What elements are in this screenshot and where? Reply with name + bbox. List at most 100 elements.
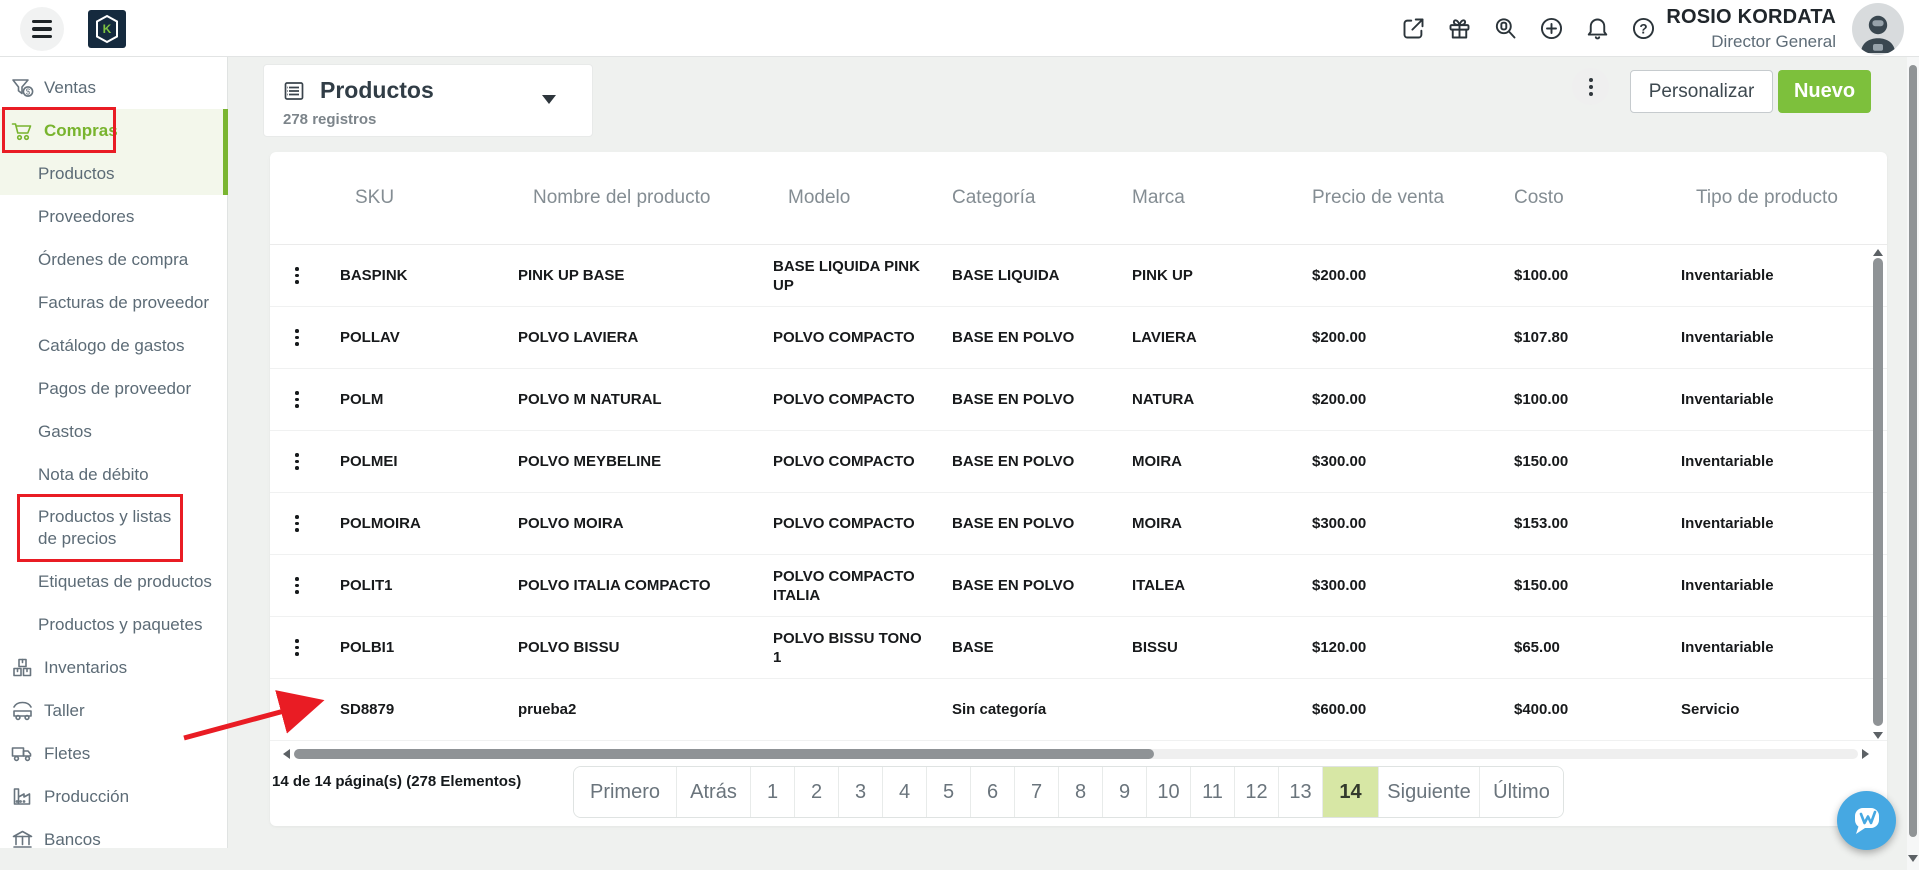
column-header-categoria[interactable]: Categoría <box>952 187 1036 208</box>
page-first-button[interactable]: Primero <box>574 767 676 817</box>
sidebar-item-pagos-de-proveedor[interactable]: Pagos de proveedor <box>38 378 192 398</box>
cart-icon <box>11 123 32 141</box>
scroll-left-icon[interactable] <box>278 749 290 759</box>
scroll-down-icon[interactable] <box>1873 732 1883 744</box>
menu-button[interactable] <box>20 7 64 51</box>
column-header-tipo[interactable]: Tipo de producto <box>1696 187 1838 208</box>
sidebar-item-ordenes-de-compra[interactable]: Órdenes de compra <box>38 249 189 269</box>
sidebar-item-productos-y-listas-de-precios[interactable]: Productos y listas de precios <box>38 507 172 548</box>
boxes-icon <box>13 658 32 677</box>
page-button-3[interactable]: 3 <box>838 767 882 817</box>
sidebar-item-etiquetas-de-productos[interactable]: Etiquetas de productos <box>38 571 212 591</box>
page-button-8[interactable]: 8 <box>1058 767 1102 817</box>
personalize-button[interactable]: Personalizar <box>1630 70 1773 113</box>
page-button-4[interactable]: 4 <box>882 767 926 817</box>
sidebar-item-gastos[interactable]: Gastos <box>38 421 92 441</box>
topbar-icons: ? <box>1400 15 1657 42</box>
sidebar-item-inventarios[interactable]: Inventarios <box>0 646 227 689</box>
column-header-precio[interactable]: Precio de venta <box>1312 187 1445 208</box>
column-header-sku[interactable]: SKU <box>355 187 395 208</box>
sidebar-item-taller[interactable]: Taller <box>0 689 227 732</box>
entity-selector[interactable]: Productos 278 registros <box>263 64 593 137</box>
row-kebab-icon[interactable] <box>290 325 304 351</box>
logo-letter: K <box>102 22 112 36</box>
search-icon[interactable] <box>1492 15 1519 42</box>
table-row[interactable]: POLMOIRA POLVO MOIRA POLVO COMPACTO BASE E… <box>270 493 1887 555</box>
table-row[interactable]: SD8879 prueba2 Sin categoría $600.00 $400… <box>270 679 1887 741</box>
page-button-9[interactable]: 9 <box>1102 767 1146 817</box>
table-row[interactable]: POLIT1 POLVO ITALIA COMPACTO POLVO COMPAC… <box>270 555 1887 617</box>
column-header-marca[interactable]: Marca <box>1132 187 1185 208</box>
column-header-costo[interactable]: Costo <box>1514 187 1564 208</box>
page-scroll-down-icon[interactable] <box>1908 855 1918 867</box>
row-kebab-icon[interactable] <box>290 263 304 289</box>
avatar[interactable] <box>1852 3 1904 55</box>
page-button-7[interactable]: 7 <box>1014 767 1058 817</box>
scroll-right-icon[interactable] <box>1862 749 1874 759</box>
table-row[interactable]: POLM POLVO M NATURAL POLVO COMPACTO BASE E… <box>270 369 1887 431</box>
topbar: K ? ROSIO KORDATA Director Gene <box>0 0 1919 57</box>
page-button-12[interactable]: 12 <box>1234 767 1278 817</box>
horizontal-scroll-thumb[interactable] <box>294 749 1154 759</box>
sidebar-item-nota-de-debito[interactable]: Nota de débito <box>38 464 149 484</box>
sidebar-item-productos-y-paquetes[interactable]: Productos y paquetes <box>38 614 203 634</box>
vertical-scroll-thumb[interactable] <box>1873 258 1883 726</box>
gift-icon[interactable] <box>1446 15 1473 42</box>
app-logo[interactable]: K <box>88 10 126 48</box>
page-button-1[interactable]: 1 <box>750 767 794 817</box>
factory-icon <box>13 788 31 805</box>
pagination: Primero Atrás 1 2 3 4 5 6 7 8 9 10 11 12… <box>573 766 1564 818</box>
new-button[interactable]: Nuevo <box>1778 70 1871 113</box>
chevron-down-icon[interactable] <box>542 95 556 111</box>
sidebar-item-productos[interactable]: Productos <box>38 163 115 183</box>
scroll-up-icon[interactable] <box>1873 244 1883 256</box>
table-row[interactable]: BASPINK PINK UP BASE BASE LIQUIDA PINK UP… <box>270 245 1887 307</box>
sidebar-item-facturas-de-proveedor[interactable]: Facturas de proveedor <box>38 292 210 312</box>
page-button-11[interactable]: 11 <box>1190 767 1234 817</box>
page-button-2[interactable]: 2 <box>794 767 838 817</box>
sidebar-item-catalogo-de-gastos[interactable]: Catálogo de gastos <box>38 335 185 355</box>
table-row[interactable]: POLLAV POLVO LAVIERA POLVO COMPACTO BASE E… <box>270 307 1887 369</box>
row-kebab-icon[interactable] <box>290 449 304 475</box>
avatar-person-icon <box>1861 15 1895 53</box>
sidebar-item-compras[interactable]: Compras <box>0 109 227 152</box>
sidebar-item-proveedores[interactable]: Proveedores <box>38 206 135 226</box>
help-icon[interactable]: ? <box>1630 15 1657 42</box>
bank-icon <box>12 830 33 848</box>
page-scroll-thumb[interactable] <box>1909 65 1917 837</box>
row-kebab-icon[interactable] <box>290 635 304 661</box>
page-next-button[interactable]: Siguiente <box>1378 767 1479 817</box>
add-icon[interactable] <box>1538 15 1565 42</box>
sidebar-item-ventas[interactable]: $ Ventas <box>0 66 227 109</box>
column-header-modelo[interactable]: Modelo <box>788 187 851 208</box>
user-block[interactable]: ROSIO KORDATA Director General <box>1620 6 1836 52</box>
page-button-10[interactable]: 10 <box>1146 767 1190 817</box>
page-button-5[interactable]: 5 <box>926 767 970 817</box>
row-kebab-icon[interactable] <box>290 573 304 599</box>
sidebar-item-bancos[interactable]: Bancos <box>0 818 227 861</box>
row-kebab-icon[interactable] <box>290 387 304 413</box>
page-button-6[interactable]: 6 <box>970 767 1014 817</box>
page-title: Productos <box>320 77 434 103</box>
table-row-polbi1[interactable]: POLBI1 POLVO BISSU POLVO BISSU TONO 1 BASE… <box>270 617 1887 679</box>
hexagon-logo-icon <box>96 14 118 44</box>
table-vertical-scrollbar <box>1873 244 1883 744</box>
page-prev-button[interactable]: Atrás <box>676 767 750 817</box>
sidebar-item-fletes[interactable]: Fletes <box>0 732 227 775</box>
chat-widget-button[interactable] <box>1837 791 1896 850</box>
sidebar-nav: $ Ventas Compras Productos Proveedores Ó… <box>0 57 227 861</box>
page-button-14-current[interactable]: 14 <box>1322 767 1378 817</box>
more-options-button[interactable] <box>1572 68 1609 105</box>
notifications-bell-icon[interactable] <box>1584 15 1611 42</box>
page-button-13[interactable]: 13 <box>1278 767 1322 817</box>
row-kebab-icon[interactable] <box>290 511 304 537</box>
external-link-icon[interactable] <box>1400 15 1427 42</box>
row-kebab-icon[interactable] <box>290 697 304 723</box>
column-header-nombre[interactable]: Nombre del producto <box>533 187 711 208</box>
sidebar-item-produccion[interactable]: Producción <box>0 775 227 818</box>
table-row[interactable]: POLMEI POLVO MEYBELINE POLVO COMPACTO BASE… <box>270 431 1887 493</box>
page-last-button[interactable]: Último <box>1479 767 1563 817</box>
svg-text:?: ? <box>1639 22 1647 37</box>
funnel-dollar-icon: $ <box>12 79 34 97</box>
